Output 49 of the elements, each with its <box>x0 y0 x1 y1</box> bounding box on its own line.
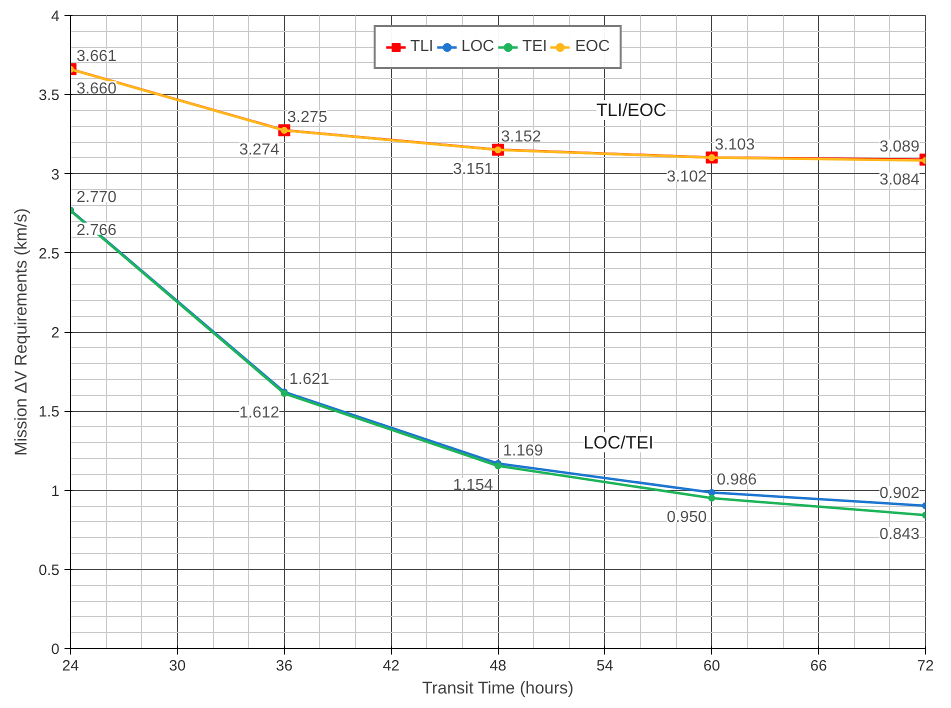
y-tick-label: 4 <box>51 8 60 25</box>
y-tick-label: 3.5 <box>38 87 60 104</box>
point <box>708 488 716 496</box>
data-label: 3.084 <box>879 171 920 188</box>
x-tick-label: 42 <box>382 658 400 674</box>
data-label: 2.770 <box>76 189 117 206</box>
x-tick-label: 66 <box>810 658 827 674</box>
data-label: 3.151 <box>452 160 494 178</box>
annotation: TLI/EOC <box>596 100 666 120</box>
y-tick-label: 3 <box>51 166 60 184</box>
legend-label: TLI <box>410 38 434 56</box>
y-tick-label: 2 <box>51 324 60 342</box>
y-tick-label: 1.5 <box>38 404 60 421</box>
x-axis-title: Transit Time (hours) <box>422 678 574 698</box>
x-tick-label: 30 <box>169 658 186 674</box>
data-label: 1.169 <box>503 442 544 460</box>
data-label: 3.274 <box>239 141 280 158</box>
data-label: 3.275 <box>287 109 328 126</box>
x-tick-label: 54 <box>596 658 614 674</box>
y-tick-label: 1 <box>51 482 60 500</box>
data-label: 1.154 <box>452 476 494 494</box>
y-tick-label: 2.5 <box>38 245 60 262</box>
legend-label: TEI <box>522 38 548 56</box>
x-tick-label: 36 <box>276 658 293 674</box>
x-tick-label: 60 <box>703 658 720 674</box>
data-label: 0.986 <box>716 471 757 488</box>
data-label: 3.152 <box>501 128 542 146</box>
data-label: 2.766 <box>76 222 117 239</box>
data-label: 3.660 <box>76 80 117 98</box>
legend-label: EOC <box>575 38 610 56</box>
legend-label: LOC <box>461 38 494 56</box>
y-axis-title: Mission ΔV Requirements (km/s) <box>12 208 31 456</box>
x-tick-label: 24 <box>62 658 79 674</box>
data-label: 0.843 <box>879 526 920 544</box>
data-label: 0.950 <box>666 509 707 526</box>
data-label: 0.902 <box>879 484 920 502</box>
data-label: 3.661 <box>76 48 117 66</box>
data-label: 3.103 <box>714 136 755 154</box>
annotation: LOC/TEI <box>584 432 654 452</box>
x-tick-label: 72 <box>917 658 934 674</box>
data-label: 3.089 <box>879 138 920 156</box>
data-label: 1.612 <box>239 404 280 422</box>
x-tick-label: 48 <box>490 658 506 674</box>
data-label: 3.102 <box>666 168 707 186</box>
y-tick-label: 0.5 <box>38 562 60 579</box>
y-tick-label: 0 <box>51 641 60 658</box>
point <box>708 494 716 502</box>
data-label: 1.621 <box>289 370 330 388</box>
point <box>494 462 502 470</box>
